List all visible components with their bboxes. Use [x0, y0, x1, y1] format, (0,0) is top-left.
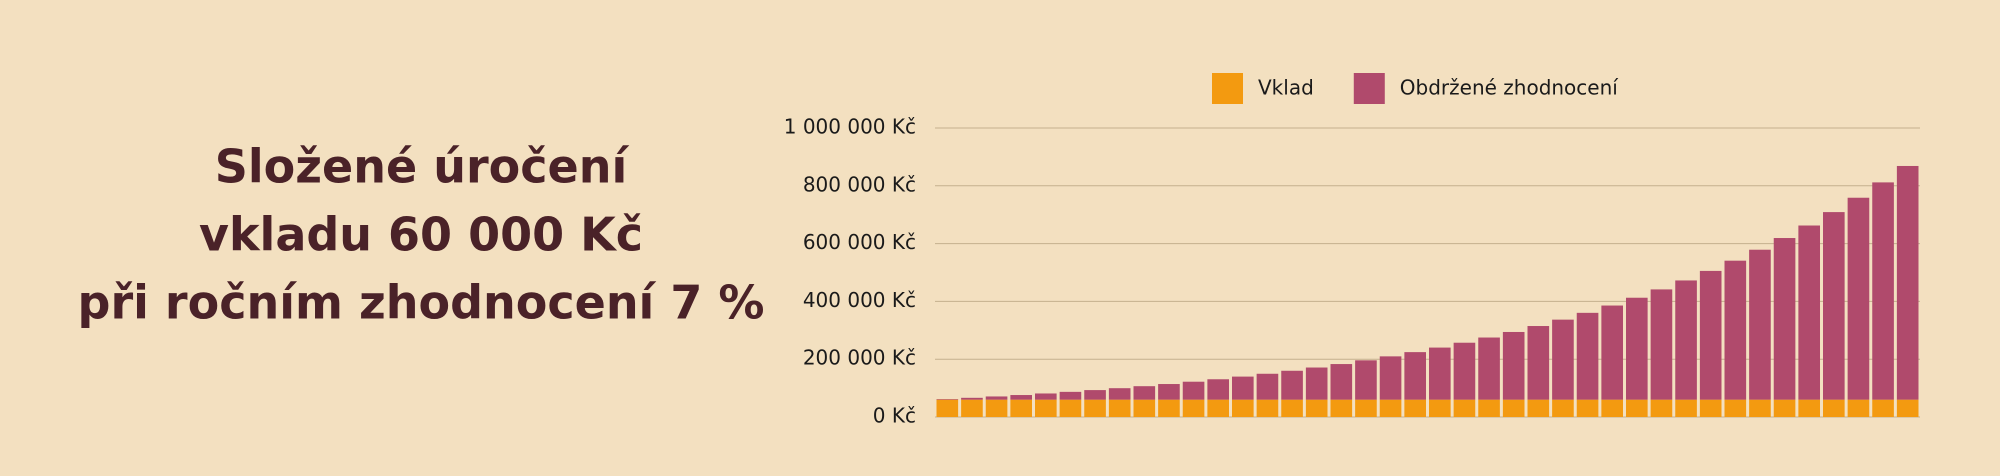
bar-segment — [1872, 182, 1894, 400]
bar-segment — [1502, 399, 1525, 417]
bar-segment — [1281, 370, 1303, 400]
bar-segment — [1749, 249, 1771, 400]
bar-segment — [1749, 399, 1771, 417]
bar-segment — [1305, 367, 1328, 400]
bar-segment — [1823, 212, 1845, 400]
bar-segment — [1798, 225, 1820, 400]
bar-segment — [1896, 165, 1919, 400]
bar-segment — [1650, 399, 1673, 417]
bar-segment — [1453, 342, 1476, 400]
bar-segment — [1108, 388, 1131, 400]
chart-title: vkladu 60 000 Kč — [199, 208, 643, 262]
bar-segment — [936, 399, 959, 417]
y-tick-label: 1 000 000 Kč — [784, 115, 916, 139]
bar-segment — [1896, 399, 1919, 417]
bar-segment — [1355, 399, 1377, 417]
bar-segment — [1182, 399, 1205, 417]
bar-segment — [1798, 399, 1820, 417]
bar-segment — [961, 399, 983, 417]
bar-segment — [1576, 312, 1599, 400]
bar-segment — [1330, 399, 1353, 417]
bar-segment — [1232, 376, 1254, 400]
legend-swatch — [1353, 73, 1385, 104]
bar-segment — [1182, 381, 1205, 400]
bar-segment — [961, 397, 983, 400]
bar-segment — [1724, 260, 1747, 400]
bar-segment — [1207, 399, 1229, 417]
legend-swatch — [1212, 73, 1243, 104]
bar-segment — [1035, 393, 1057, 400]
bar-segment — [1552, 319, 1574, 400]
bar-segment — [1478, 399, 1500, 417]
bar-segment — [1133, 399, 1156, 417]
bar-segment — [1773, 238, 1796, 400]
bar-segment — [1010, 395, 1032, 400]
bar-segment — [1158, 399, 1180, 417]
bar-segment — [1330, 364, 1353, 400]
bar-segment — [1035, 399, 1057, 417]
chart-title: při ročním zhodnocení 7 % — [78, 276, 765, 330]
bar-segment — [1256, 399, 1279, 417]
y-tick-label: 0 Kč — [873, 404, 916, 428]
y-tick-label: 600 000 Kč — [803, 230, 916, 254]
bar-segment — [1429, 399, 1451, 417]
bar-segment — [1059, 399, 1082, 417]
bar-segment — [1133, 386, 1156, 400]
bar-segment — [1379, 399, 1402, 417]
bar-segment — [985, 399, 1008, 417]
bar-segment — [1010, 399, 1032, 417]
legend-label: Vklad — [1258, 76, 1314, 100]
bar-segment — [1552, 399, 1574, 417]
bar-segment — [1404, 352, 1426, 400]
legend-label: Obdržené zhodnocení — [1400, 76, 1619, 100]
y-tick-label: 200 000 Kč — [803, 346, 916, 370]
bar-segment — [1699, 399, 1722, 417]
bar-segment — [1256, 373, 1279, 400]
bar-segment — [1059, 391, 1082, 400]
bar-segment — [1232, 399, 1254, 417]
bar-segment — [1847, 197, 1870, 400]
bar-segment — [1453, 399, 1476, 417]
bar-segment — [1675, 280, 1697, 400]
bar-segment — [1158, 384, 1180, 400]
bar-segment — [1379, 356, 1402, 400]
bar-segment — [1773, 399, 1796, 417]
bar-segment — [1429, 347, 1451, 400]
bar-segment — [1478, 337, 1500, 400]
bar-segment — [1626, 297, 1648, 400]
bar-segment — [1355, 360, 1377, 400]
bar-segment — [1675, 399, 1697, 417]
bar-segment — [936, 399, 959, 400]
bar-segment — [1502, 331, 1525, 400]
bar-segment — [1084, 399, 1106, 417]
bar-segment — [1823, 399, 1845, 417]
bar-segment — [985, 396, 1008, 400]
bar-segment — [1601, 399, 1623, 417]
bar-segment — [1084, 390, 1106, 400]
bar-segment — [1207, 379, 1229, 400]
chart-title: Složené úročení — [215, 140, 630, 194]
bar-segment — [1847, 399, 1870, 417]
bar-segment — [1626, 399, 1648, 417]
bar-segment — [1281, 399, 1303, 417]
bar-segment — [1108, 399, 1131, 417]
bar-segment — [1724, 399, 1747, 417]
bar-segment — [1872, 399, 1894, 417]
bar-segment — [1601, 305, 1623, 400]
bar-segment — [1699, 270, 1722, 400]
bar-segment — [1576, 399, 1599, 417]
bar-segment — [1404, 399, 1426, 417]
y-tick-label: 400 000 Kč — [803, 288, 916, 312]
bar-segment — [1305, 399, 1328, 417]
bar-segment — [1527, 326, 1550, 400]
y-tick-label: 800 000 Kč — [803, 172, 916, 196]
bar-segment — [1650, 289, 1673, 400]
bar-segment — [1527, 399, 1550, 417]
